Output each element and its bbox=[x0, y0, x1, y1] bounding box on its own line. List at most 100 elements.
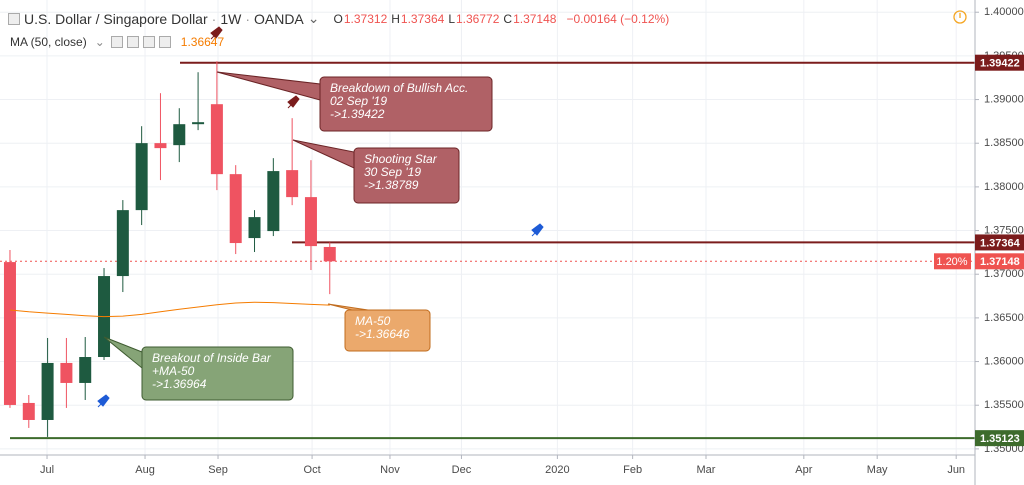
candle-body bbox=[192, 122, 205, 125]
annotation-text: MA-50 bbox=[355, 314, 391, 328]
plot bbox=[0, 61, 975, 440]
annotation: MA-50->1.36646 bbox=[327, 303, 431, 352]
annotation-box bbox=[141, 346, 294, 401]
indicator-value: 1.36647 bbox=[180, 35, 225, 49]
annotation-text: +MA-50 bbox=[152, 364, 195, 378]
annotation: Breakdown of Bullish Acc.02 Sep '19->1.3… bbox=[216, 71, 493, 132]
candle-body bbox=[79, 357, 92, 383]
y-tick-label: 1.40000 bbox=[984, 6, 1024, 18]
candle-body bbox=[248, 217, 261, 239]
change-value: −0.00164 (−0.12%) bbox=[566, 11, 670, 26]
annotation-text: Breakdown of Bullish Acc. bbox=[330, 81, 468, 95]
symbol-title[interactable]: U.S. Dollar / Singapore Dollar bbox=[24, 10, 208, 27]
candle-body bbox=[60, 362, 73, 383]
candle-body bbox=[229, 174, 242, 244]
price-tags: 1.39422 1.37364 1.35123 1.37148 1.20% bbox=[934, 54, 1024, 447]
y-tick-label: 1.38500 bbox=[984, 137, 1024, 149]
y-tick-label: 1.36000 bbox=[984, 355, 1024, 367]
candle-body bbox=[3, 262, 16, 405]
candle-body bbox=[173, 124, 186, 146]
percent-tag-label: 1.20% bbox=[936, 256, 967, 268]
price-tag-label: 1.37148 bbox=[980, 256, 1020, 268]
annotation-box bbox=[344, 309, 431, 352]
percent-tag bbox=[934, 253, 971, 270]
low-value: 1.36772 bbox=[456, 11, 500, 26]
candle-body bbox=[22, 402, 35, 420]
high-value: 1.37364 bbox=[400, 11, 445, 26]
x-tick-label: Dec bbox=[452, 464, 472, 476]
high-prefix: H bbox=[391, 11, 400, 26]
x-tick-label: Jun bbox=[947, 464, 965, 476]
open-value: 1.37312 bbox=[343, 11, 388, 26]
rocket-icon bbox=[531, 223, 544, 237]
candle-body bbox=[323, 246, 336, 262]
indicator-icon[interactable] bbox=[110, 36, 123, 48]
axes: 1.350001.355001.360001.365001.370001.375… bbox=[40, 6, 1024, 476]
collapse-icon[interactable] bbox=[8, 12, 20, 25]
rocket-icon bbox=[97, 394, 110, 408]
y-tick-label: 1.39000 bbox=[984, 93, 1024, 105]
separator: · bbox=[245, 10, 250, 27]
dropdown-caret[interactable]: ⌄ bbox=[94, 35, 105, 49]
price-tag bbox=[975, 54, 1024, 71]
alert-icon[interactable] bbox=[953, 10, 967, 24]
interval[interactable]: 1W bbox=[220, 10, 242, 27]
price-tag bbox=[975, 430, 1024, 447]
dropdown-caret[interactable]: ⌄ bbox=[307, 10, 320, 26]
x-tick-label: Mar bbox=[697, 464, 716, 476]
annotation: Breakout of Inside Bar+MA-50->1.36964 bbox=[103, 336, 294, 401]
candle-body bbox=[135, 143, 148, 211]
x-tick-label: Sep bbox=[208, 464, 228, 476]
candle-body bbox=[210, 104, 223, 175]
candle-body bbox=[116, 210, 129, 277]
rocket-icon bbox=[287, 95, 300, 109]
x-tick-label: May bbox=[867, 464, 888, 476]
candle-body bbox=[154, 143, 167, 149]
annotation-text: ->1.39422 bbox=[330, 107, 385, 121]
annotation-text: ->1.36964 bbox=[152, 377, 207, 391]
annotation-text: ->1.38789 bbox=[364, 178, 419, 192]
price-tag-label: 1.37364 bbox=[980, 237, 1021, 249]
price-tag bbox=[975, 234, 1024, 251]
low-prefix: L bbox=[448, 11, 455, 26]
close-value: 1.37148 bbox=[513, 11, 557, 26]
annotation-text: 02 Sep '19 bbox=[330, 94, 387, 108]
x-tick-label: Nov bbox=[380, 464, 400, 476]
price-tag-label: 1.35123 bbox=[980, 433, 1020, 445]
x-tick-label: Aug bbox=[135, 464, 155, 476]
y-tick-label: 1.37500 bbox=[984, 224, 1024, 236]
y-tick-label: 1.36500 bbox=[984, 312, 1024, 324]
separator: · bbox=[211, 10, 217, 27]
source: OANDA bbox=[253, 10, 304, 27]
indicator-icon[interactable] bbox=[126, 36, 139, 48]
candle-body bbox=[304, 197, 317, 247]
x-tick-label: 2020 bbox=[545, 464, 569, 476]
rocket-icon bbox=[210, 26, 223, 40]
annotation-box bbox=[353, 147, 460, 204]
indicator-legend: MA (50, close) ⌄ 1.36647 bbox=[10, 35, 228, 49]
annotation-text: ->1.36646 bbox=[355, 327, 410, 341]
indicator-icon[interactable] bbox=[158, 36, 171, 48]
x-tick-label: Oct bbox=[304, 464, 321, 476]
y-tick-label: 1.35500 bbox=[984, 399, 1024, 411]
annotation-text: Shooting Star bbox=[364, 152, 438, 166]
candle-body bbox=[41, 362, 54, 420]
y-tick-label: 1.38000 bbox=[984, 181, 1024, 193]
x-tick-label: Feb bbox=[623, 464, 642, 476]
annotation-text: 30 Sep '19 bbox=[364, 165, 421, 179]
open-prefix: O bbox=[333, 11, 343, 26]
price-tag-label: 1.39422 bbox=[980, 58, 1020, 70]
indicator-name[interactable]: MA (50, close) bbox=[10, 35, 87, 49]
y-tick-label: 1.37000 bbox=[984, 268, 1024, 280]
close-prefix: C bbox=[503, 11, 513, 26]
indicator-icon[interactable] bbox=[142, 36, 155, 48]
candle-body bbox=[267, 171, 280, 232]
annotation-box bbox=[319, 76, 493, 132]
candle-body bbox=[286, 170, 299, 198]
annotation-text: Breakout of Inside Bar bbox=[152, 351, 272, 365]
ma-line bbox=[9, 301, 330, 318]
x-tick-label: Jul bbox=[40, 464, 54, 476]
